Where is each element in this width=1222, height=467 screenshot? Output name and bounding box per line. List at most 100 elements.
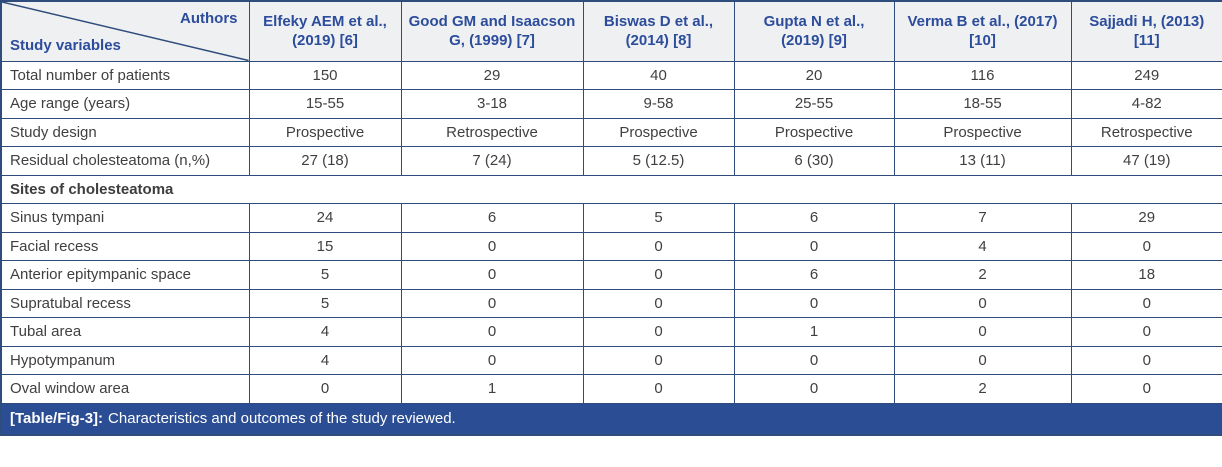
- author-column-header: Good GM and Isaacson G, (1999) [7]: [400, 0, 584, 62]
- row-label: Facial recess: [0, 231, 250, 261]
- row-label: Age range (years): [0, 89, 250, 119]
- cell-value: 116: [893, 60, 1072, 90]
- caption-tag: [Table/Fig-3]:: [10, 410, 104, 428]
- cell-value: 2: [893, 374, 1072, 404]
- cell-value: 2: [893, 260, 1072, 290]
- row-label: Tubal area: [0, 317, 250, 347]
- cell-value: 29: [400, 60, 584, 90]
- row-label: Supratubal recess: [0, 288, 250, 318]
- cell-value: 0: [1070, 288, 1222, 318]
- cell-value: 0: [893, 288, 1072, 318]
- cell-value: 27 (18): [248, 146, 402, 176]
- authors-label: Authors: [180, 10, 238, 27]
- cell-value: 0: [248, 374, 402, 404]
- table-row: Anterior epitympanic space 5 0 0 6 2 18: [0, 260, 1222, 290]
- cell-value: 15: [248, 231, 402, 261]
- table-row: Residual cholesteatoma (n,%) 27 (18) 7 (24…: [0, 146, 1222, 176]
- cell-value: 7 (24): [400, 146, 584, 176]
- table-row: Sinus tympani 24 6 5 6 7 29: [0, 203, 1222, 233]
- table-row: Facial recess 15 0 0 0 4 0: [0, 231, 1222, 261]
- cell-value: Prospective: [248, 117, 402, 147]
- cell-value: 0: [1070, 345, 1222, 375]
- cell-value: Retrospective: [400, 117, 584, 147]
- cell-value: 6 (30): [733, 146, 895, 176]
- cell-value: 18-55: [893, 89, 1072, 119]
- author-column-header: Elfeky AEM et al., (2019) [6]: [248, 0, 402, 62]
- cell-value: 0: [400, 260, 584, 290]
- cell-value: 0: [733, 288, 895, 318]
- author-column-header: Verma B et al., (2017) [10]: [893, 0, 1072, 62]
- cell-value: 3-18: [400, 89, 584, 119]
- cell-value: 0: [893, 345, 1072, 375]
- row-label: Residual cholesteatoma (n,%): [0, 146, 250, 176]
- cell-value: 6: [733, 203, 895, 233]
- cell-value: 40: [582, 60, 735, 90]
- cell-value: 24: [248, 203, 402, 233]
- cell-value: 0: [733, 374, 895, 404]
- table-row: Study design Prospective Retrospective Pros…: [0, 117, 1222, 147]
- table-row: Oval window area 0 1 0 0 2 0: [0, 374, 1222, 404]
- cell-value: 4: [248, 345, 402, 375]
- cell-value: 0: [582, 288, 735, 318]
- header-row: Authors Study variables Elfeky AEM et al…: [0, 0, 1222, 62]
- cell-value: 5: [248, 260, 402, 290]
- cell-value: 1: [400, 374, 584, 404]
- table-row: Age range (years) 15-55 3-18 9-58 25-55 18-55…: [0, 89, 1222, 119]
- cell-value: 20: [733, 60, 895, 90]
- cell-value: 0: [582, 317, 735, 347]
- cell-value: 4-82: [1070, 89, 1222, 119]
- diagonal-divider-line: [2, 2, 249, 61]
- caption-text: Characteristics and outcomes of the stud…: [108, 410, 456, 428]
- cell-value: 5: [582, 203, 735, 233]
- cell-value: 15-55: [248, 89, 402, 119]
- row-label: Hypotympanum: [0, 345, 250, 375]
- study-comparison-table: Authors Study variables Elfeky AEM et al…: [0, 0, 1222, 436]
- study-variables-label: Study variables: [10, 36, 121, 54]
- cell-value: Prospective: [893, 117, 1072, 147]
- table-row: Tubal area 4 0 0 1 0 0: [0, 317, 1222, 347]
- cell-value: 0: [733, 231, 895, 261]
- cell-value: 13 (11): [893, 146, 1072, 176]
- table-row: Hypotympanum 4 0 0 0 0 0: [0, 345, 1222, 375]
- author-column-header: Gupta N et al., (2019) [9]: [733, 0, 895, 62]
- cell-value: 5: [248, 288, 402, 318]
- row-label: Oval window area: [0, 374, 250, 404]
- cell-value: 0: [582, 345, 735, 375]
- row-label: Sinus tympani: [0, 203, 250, 233]
- cell-value: 6: [733, 260, 895, 290]
- cell-value: 0: [1070, 231, 1222, 261]
- cell-value: 0: [400, 345, 584, 375]
- cell-value: 0: [1070, 317, 1222, 347]
- section-header: Sites of cholesteatoma: [0, 174, 1222, 204]
- cell-value: 25-55: [733, 89, 895, 119]
- corner-cell: Authors Study variables: [0, 0, 250, 62]
- cell-value: Retrospective: [1070, 117, 1222, 147]
- cell-value: 0: [582, 260, 735, 290]
- section-header-row: Sites of cholesteatoma: [0, 174, 1222, 204]
- cell-value: 7: [893, 203, 1072, 233]
- cell-value: 0: [582, 374, 735, 404]
- cell-value: 0: [1070, 374, 1222, 404]
- cell-value: 1: [733, 317, 895, 347]
- author-column-header: Biswas D et al., (2014) [8]: [582, 0, 735, 62]
- cell-value: 4: [248, 317, 402, 347]
- cell-value: 4: [893, 231, 1072, 261]
- cell-value: 9-58: [582, 89, 735, 119]
- cell-value: 150: [248, 60, 402, 90]
- cell-value: 0: [400, 317, 584, 347]
- cell-value: 29: [1070, 203, 1222, 233]
- cell-value: 47 (19): [1070, 146, 1222, 176]
- table-row: Total number of patients 150 29 40 20 116 249: [0, 60, 1222, 90]
- caption-row: [Table/Fig-3]: Characteristics and outcom…: [0, 402, 1222, 436]
- cell-value: 0: [400, 288, 584, 318]
- cell-value: 0: [733, 345, 895, 375]
- cell-value: Prospective: [733, 117, 895, 147]
- caption-bar: [Table/Fig-3]: Characteristics and outcom…: [0, 402, 1222, 436]
- cell-value: 5 (12.5): [582, 146, 735, 176]
- cell-value: 0: [582, 231, 735, 261]
- cell-value: Prospective: [582, 117, 735, 147]
- row-label: Anterior epitympanic space: [0, 260, 250, 290]
- author-column-header: Sajjadi H, (2013) [11]: [1070, 0, 1222, 62]
- cell-value: 18: [1070, 260, 1222, 290]
